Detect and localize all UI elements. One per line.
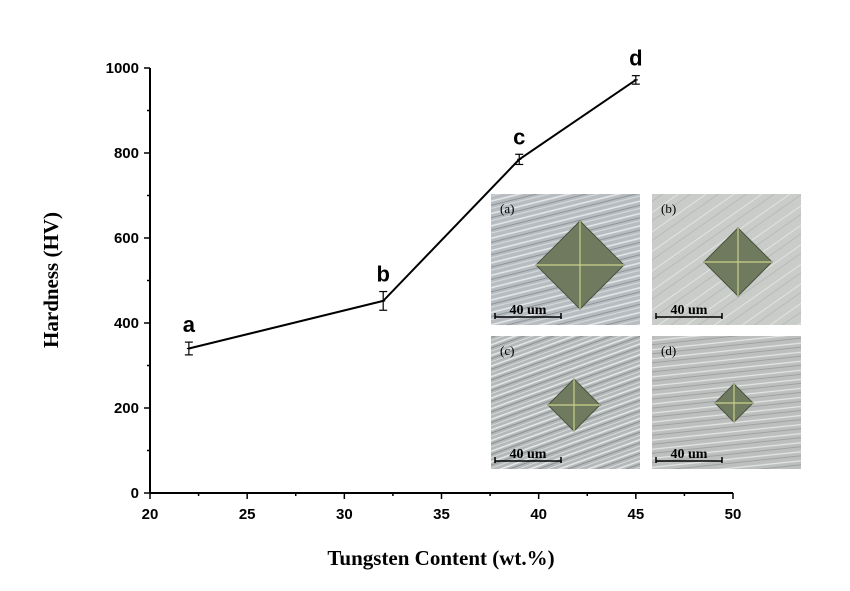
- scale-label: 40 um: [671, 303, 708, 318]
- micrograph-inset: (d) 40 um: [652, 336, 801, 469]
- series-line: [188, 79, 637, 350]
- y-tick-label: 200: [114, 400, 139, 417]
- hardness-series: a b c d: [183, 46, 643, 356]
- y-tick-label: 400: [114, 315, 139, 332]
- x-tick-label: 35: [433, 506, 450, 523]
- x-tick-label: 20: [142, 506, 159, 523]
- micrograph-inset: (c) 40 um: [491, 336, 640, 469]
- y-tick-label: 800: [114, 145, 139, 162]
- scale-label: 40 um: [510, 447, 547, 462]
- micrograph-inset: (a) 40 um: [491, 194, 640, 325]
- error-bar: [515, 153, 524, 166]
- x-tick-label: 25: [239, 506, 256, 523]
- scale-bar: 40 um: [655, 447, 723, 463]
- error-bar: [184, 341, 193, 356]
- x-tick-label: 50: [725, 506, 742, 523]
- scale-label: 40 um: [510, 303, 547, 318]
- point-label: a: [183, 312, 196, 337]
- point-label: d: [629, 46, 642, 71]
- point-label: c: [513, 124, 525, 149]
- y-axis-ticks: 0 200 400 600 800 1000: [106, 60, 150, 502]
- inset-label: (d): [661, 343, 676, 358]
- micrograph-insets: (a) 40 um (b) 40 um (c) 40 um (d) 40 um: [491, 194, 801, 469]
- scale-label: 40 um: [671, 447, 708, 462]
- scale-bar: 40 um: [494, 447, 562, 463]
- inset-label: (a): [500, 201, 514, 216]
- x-tick-label: 40: [530, 506, 547, 523]
- scale-bar: 40 um: [494, 303, 562, 319]
- y-axis-title: Hardness (HV): [39, 212, 63, 348]
- x-tick-label: 30: [336, 506, 353, 523]
- error-bar: [379, 290, 388, 311]
- y-tick-label: 1000: [106, 60, 139, 77]
- error-bar: [631, 75, 640, 85]
- x-tick-label: 45: [627, 506, 644, 523]
- inset-label: (b): [661, 201, 676, 216]
- y-tick-label: 0: [131, 485, 139, 502]
- point-label: b: [376, 262, 389, 287]
- x-axis-ticks: 20 25 30 35 40 45 50: [142, 493, 742, 523]
- inset-label: (c): [500, 343, 514, 358]
- micrograph-inset: (b) 40 um: [652, 194, 801, 325]
- x-axis-title: Tungsten Content (wt.%): [327, 546, 554, 570]
- y-tick-label: 600: [114, 230, 139, 247]
- scale-bar: 40 um: [655, 303, 723, 319]
